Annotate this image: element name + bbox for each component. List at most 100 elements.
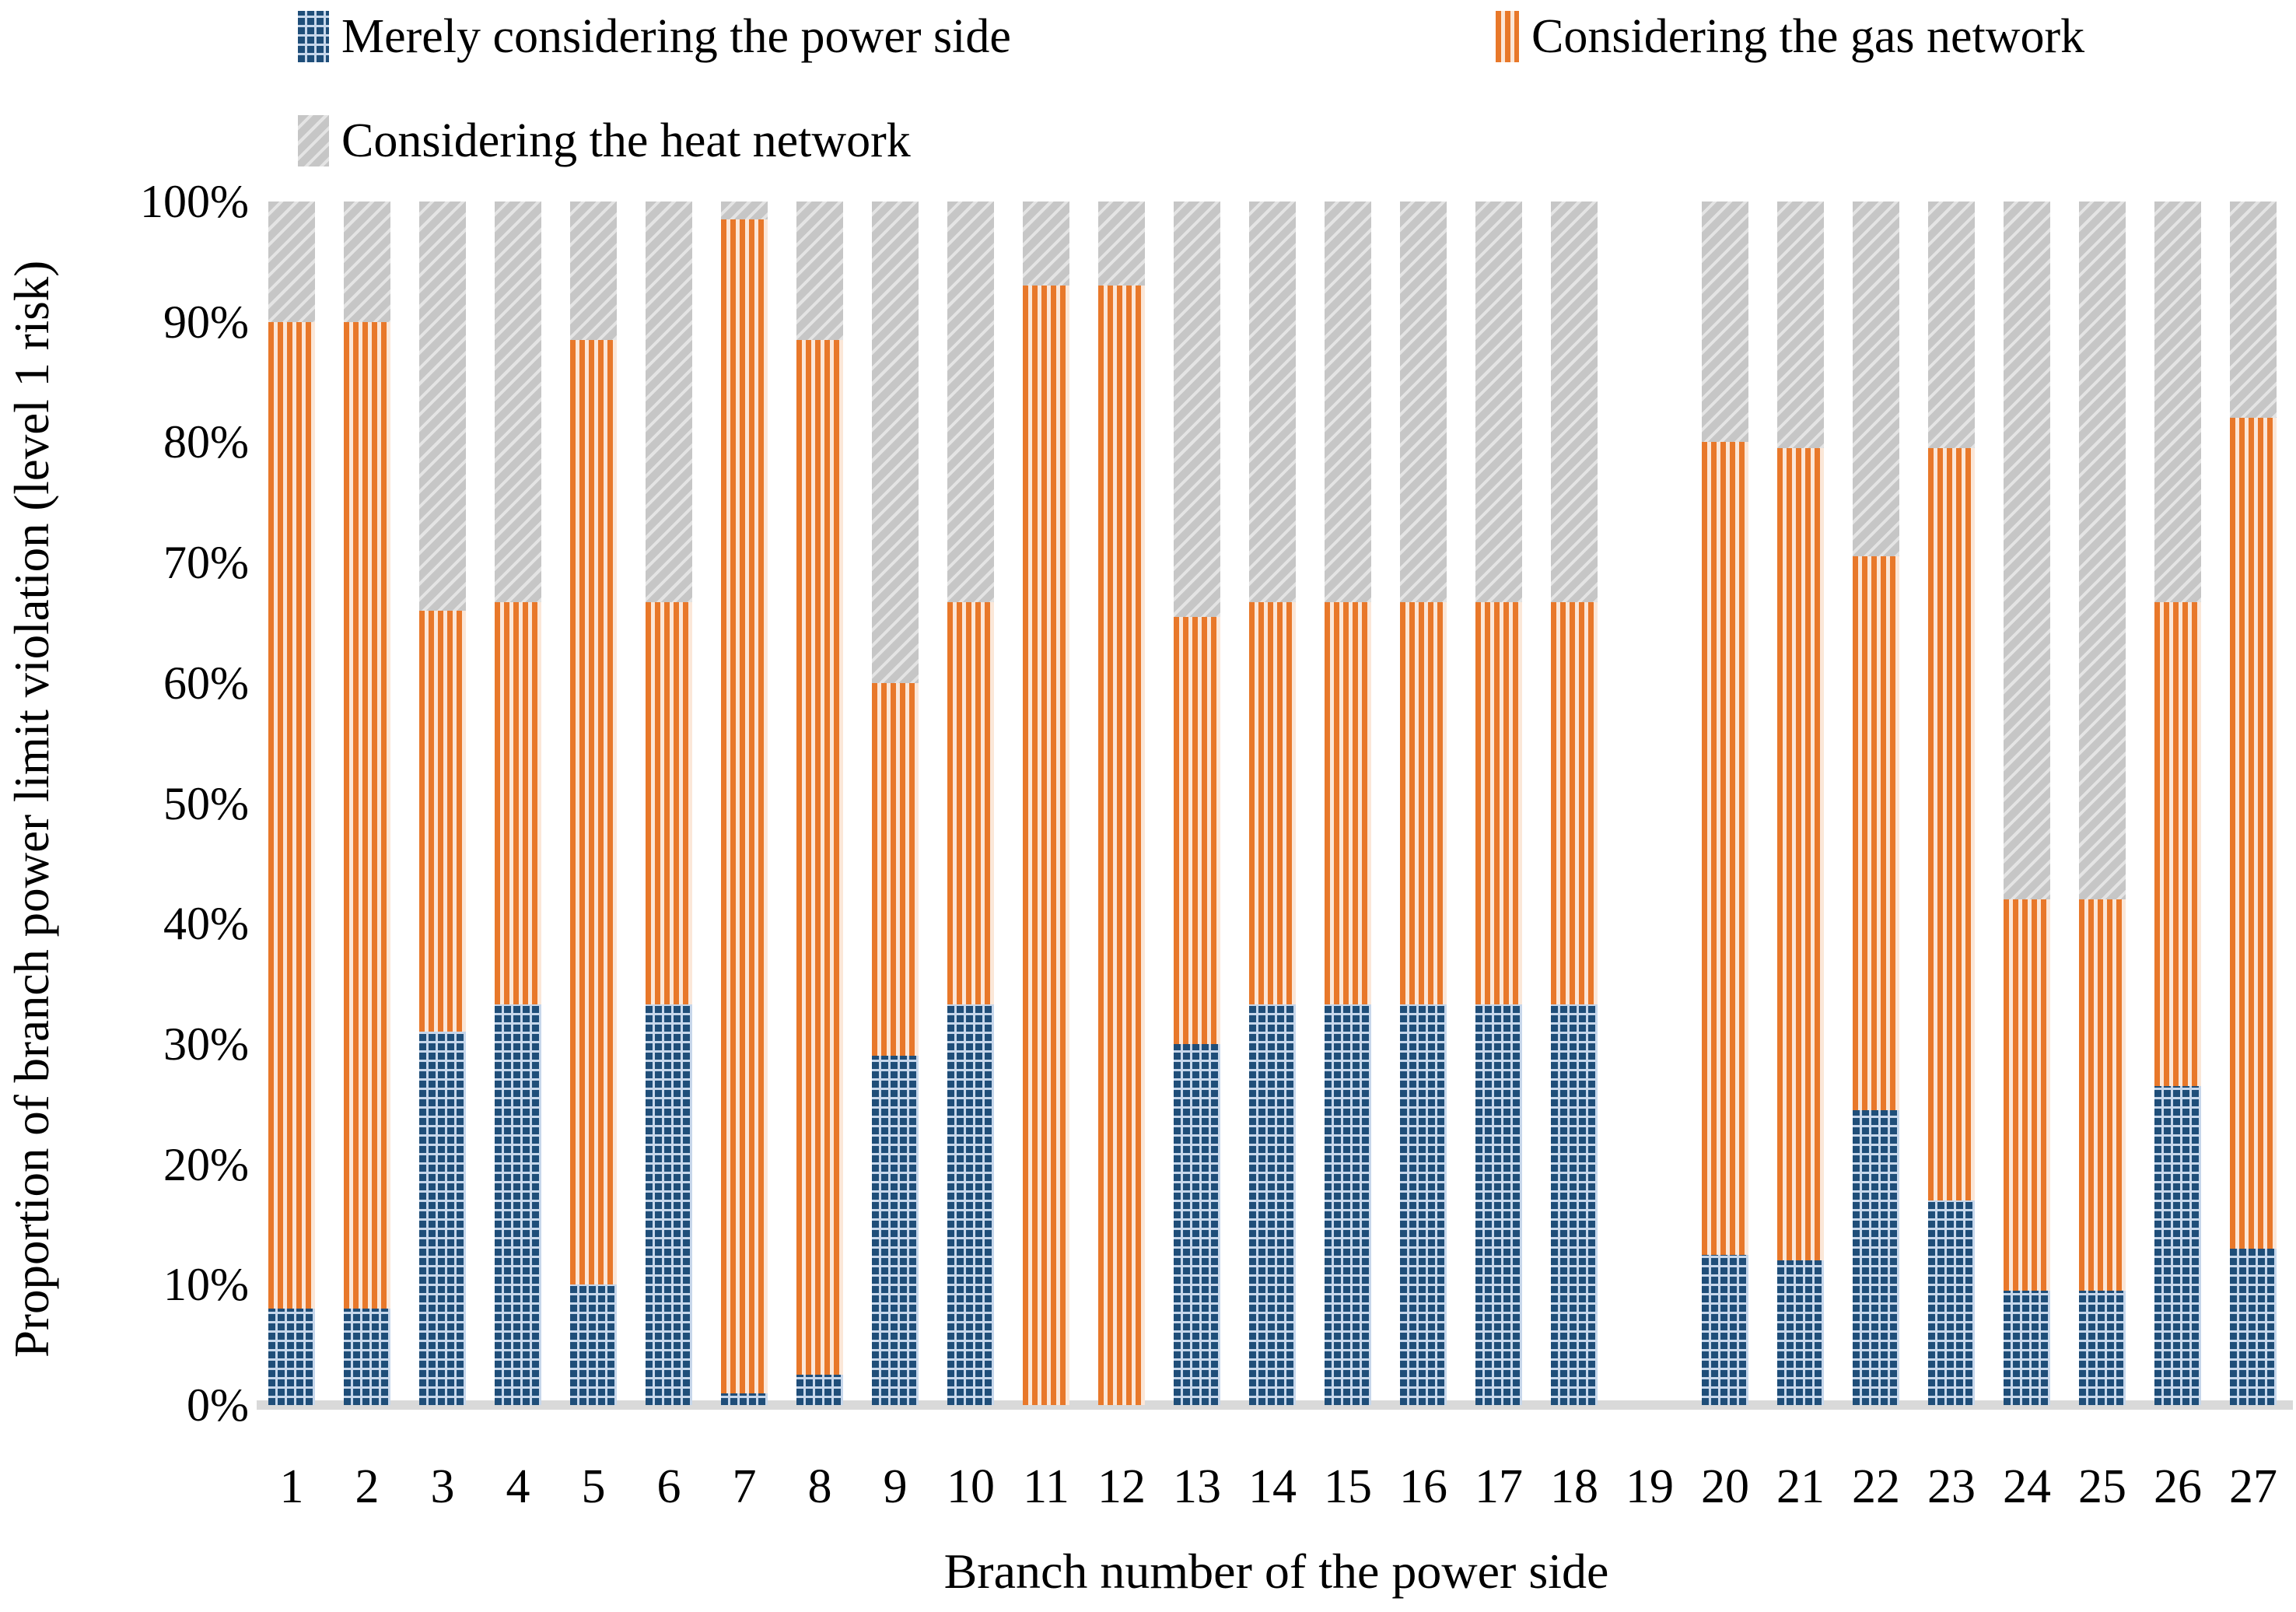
- bar-segment-heat-branch-23: [1928, 202, 1975, 449]
- y-tick-label: 100%: [140, 176, 249, 227]
- bar-branch-5: [570, 202, 617, 1405]
- bar-segment-power-branch-4: [495, 1004, 541, 1405]
- heat-pattern-swatch-icon: [298, 115, 329, 166]
- bar-segment-heat-branch-25: [2079, 202, 2126, 900]
- y-tick-label: 30%: [163, 1018, 249, 1070]
- plot-area: [261, 202, 2292, 1405]
- bar-segment-heat-branch-2: [344, 202, 390, 322]
- bar-segment-power-branch-22: [1853, 1110, 1899, 1405]
- bar-segment-heat-branch-13: [1174, 202, 1220, 617]
- bar-branch-1: [268, 202, 315, 1405]
- bar-branch-6: [646, 202, 692, 1405]
- bar-segment-gas-branch-8: [796, 339, 843, 1375]
- y-tick-label: 60%: [163, 657, 249, 709]
- bar-segment-power-branch-13: [1174, 1043, 1220, 1405]
- bar-segment-power-branch-17: [1475, 1004, 1522, 1405]
- bar-segment-power-branch-7: [721, 1393, 768, 1405]
- x-tick-label: 9: [883, 1460, 908, 1513]
- bar-branch-11: [1023, 202, 1069, 1405]
- legend-label: Merely considering the power side: [341, 10, 1011, 63]
- bar-branch-26: [2154, 202, 2201, 1405]
- bar-segment-gas-branch-27: [2230, 418, 2277, 1249]
- y-tick-label: 10%: [163, 1259, 249, 1311]
- legend-item-power: Merely considering the power side: [298, 11, 1011, 62]
- y-tick-label: 0%: [187, 1379, 249, 1431]
- x-tick-label: 1: [279, 1460, 304, 1513]
- y-tick-label: 20%: [163, 1138, 249, 1190]
- bar-branch-8: [796, 202, 843, 1405]
- x-tick-label: 20: [1701, 1460, 1749, 1513]
- bar-segment-power-branch-8: [796, 1375, 843, 1405]
- bar-segment-heat-branch-3: [419, 202, 466, 611]
- bar-branch-16: [1400, 202, 1447, 1405]
- bar-branch-27: [2230, 202, 2277, 1405]
- x-tick-label: 6: [656, 1460, 681, 1513]
- x-tick-label: 16: [1399, 1460, 1447, 1513]
- x-tick-label: 11: [1023, 1460, 1069, 1513]
- bar-segment-power-branch-26: [2154, 1086, 2201, 1405]
- legend-label: Considering the gas network: [1531, 10, 2085, 63]
- x-tick-label: 22: [1852, 1460, 1900, 1513]
- bar-segment-gas-branch-26: [2154, 602, 2201, 1087]
- x-tick-label: 27: [2229, 1460, 2277, 1513]
- x-tick-label: 2: [355, 1460, 380, 1513]
- bar-segment-power-branch-18: [1551, 1004, 1598, 1405]
- bar-segment-gas-branch-17: [1475, 602, 1522, 1004]
- bar-segment-heat-branch-27: [2230, 202, 2277, 419]
- bar-segment-heat-branch-22: [1853, 202, 1899, 557]
- bar-segment-power-branch-16: [1400, 1004, 1447, 1405]
- bar-branch-10: [947, 202, 994, 1405]
- bar-segment-gas-branch-20: [1702, 442, 1748, 1255]
- bar-segment-power-branch-20: [1702, 1254, 1748, 1405]
- bar-segment-power-branch-23: [1928, 1200, 1975, 1405]
- x-tick-label: 15: [1324, 1460, 1372, 1513]
- x-tick-label: 17: [1475, 1460, 1523, 1513]
- bar-segment-gas-branch-5: [570, 339, 617, 1285]
- x-tick-label: 24: [2003, 1460, 2051, 1513]
- bar-segment-heat-branch-26: [2154, 202, 2201, 603]
- bar-segment-gas-branch-16: [1400, 602, 1447, 1004]
- bar-segment-heat-branch-15: [1325, 202, 1371, 603]
- bar-segment-heat-branch-24: [2004, 202, 2050, 900]
- x-tick-label: 25: [2078, 1460, 2126, 1513]
- bar-segment-power-branch-3: [419, 1032, 466, 1405]
- x-tick-label: 26: [2154, 1460, 2202, 1513]
- power-pattern-swatch-icon: [298, 11, 329, 62]
- bar-segment-gas-branch-4: [495, 602, 541, 1004]
- bar-segment-gas-branch-18: [1551, 602, 1598, 1004]
- bar-segment-heat-branch-6: [646, 202, 692, 603]
- bar-segment-heat-branch-12: [1098, 202, 1145, 286]
- bar-segment-power-branch-10: [947, 1004, 994, 1405]
- bar-segment-heat-branch-9: [872, 202, 919, 683]
- bar-segment-gas-branch-25: [2079, 899, 2126, 1291]
- bar-branch-15: [1325, 202, 1371, 1405]
- gas-pattern-swatch-icon: [1496, 11, 1519, 62]
- bar-segment-power-branch-27: [2230, 1248, 2277, 1405]
- bar-segment-gas-branch-10: [947, 602, 994, 1004]
- bar-segment-heat-branch-16: [1400, 202, 1447, 603]
- x-tick-label: 8: [807, 1460, 832, 1513]
- bar-branch-14: [1249, 202, 1296, 1405]
- bar-branch-22: [1853, 202, 1899, 1405]
- bar-branch-24: [2004, 202, 2050, 1405]
- x-tick-label: 21: [1776, 1460, 1825, 1513]
- bar-branch-12: [1098, 202, 1145, 1405]
- bar-segment-gas-branch-11: [1023, 286, 1069, 1405]
- bar-segment-heat-branch-5: [570, 202, 617, 340]
- bar-segment-gas-branch-9: [872, 682, 919, 1057]
- y-tick-label: 70%: [163, 537, 249, 589]
- bar-segment-heat-branch-4: [495, 202, 541, 603]
- x-tick-label: 23: [1927, 1460, 1976, 1513]
- bar-segment-power-branch-24: [2004, 1291, 2050, 1405]
- bar-segment-gas-branch-12: [1098, 286, 1145, 1405]
- x-tick-label: 12: [1097, 1460, 1146, 1513]
- x-axis-title: Branch number of the power side: [943, 1544, 1609, 1599]
- bar-segment-power-branch-1: [268, 1309, 315, 1405]
- bar-segment-heat-branch-17: [1475, 202, 1522, 603]
- x-tick-label: 7: [732, 1460, 757, 1513]
- bar-branch-25: [2079, 202, 2126, 1405]
- bar-segment-power-branch-5: [570, 1284, 617, 1405]
- bar-segment-gas-branch-13: [1174, 616, 1220, 1044]
- x-tick-label: 18: [1550, 1460, 1598, 1513]
